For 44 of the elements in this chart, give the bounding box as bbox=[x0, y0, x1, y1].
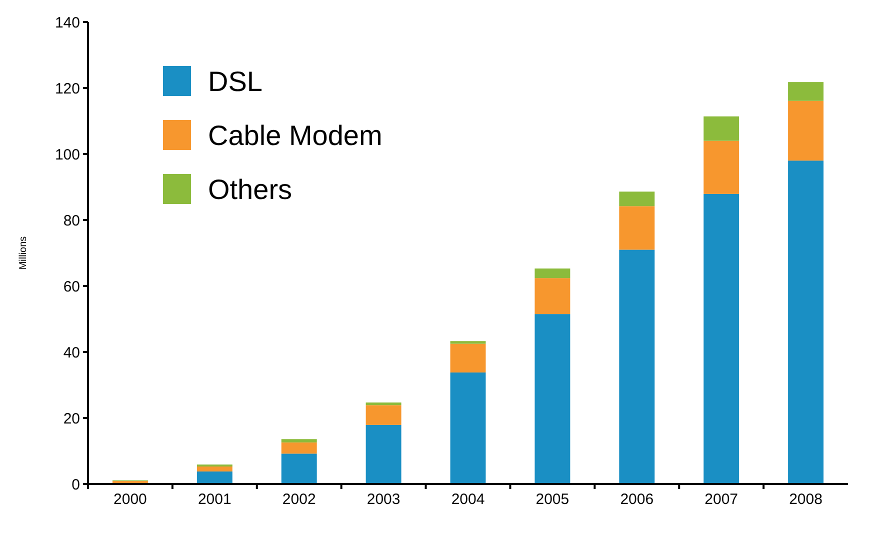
bar bbox=[281, 442, 317, 454]
bar bbox=[704, 194, 740, 484]
bar bbox=[450, 341, 486, 344]
y-tick-label: 100 bbox=[54, 146, 80, 164]
bar bbox=[366, 402, 402, 406]
bar bbox=[788, 82, 824, 101]
bar bbox=[534, 268, 570, 278]
x-tick-label: 2003 bbox=[366, 491, 400, 508]
bar bbox=[366, 405, 402, 425]
bar bbox=[450, 372, 486, 484]
x-tick-label: 2007 bbox=[704, 491, 738, 508]
y-tick-label: 60 bbox=[63, 278, 80, 296]
x-tick-label: 2000 bbox=[114, 491, 147, 508]
bar bbox=[704, 140, 740, 194]
y-tick-label: 40 bbox=[63, 344, 80, 362]
y-tick-label: 80 bbox=[63, 212, 80, 230]
bar bbox=[534, 278, 570, 314]
legend-label: DSL bbox=[208, 66, 262, 97]
bar bbox=[281, 454, 317, 484]
y-tick-label: 140 bbox=[54, 14, 80, 32]
y-tick-label: 120 bbox=[54, 80, 80, 98]
bar bbox=[619, 192, 655, 206]
x-tick-label: 2008 bbox=[789, 491, 822, 508]
bar bbox=[196, 471, 232, 484]
x-tick-label: 2006 bbox=[620, 491, 654, 508]
y-tick-label: 20 bbox=[63, 410, 80, 428]
bar bbox=[619, 250, 655, 484]
y-tick-label: 0 bbox=[72, 476, 80, 494]
bar bbox=[788, 160, 824, 484]
x-tick-label: 2005 bbox=[536, 491, 570, 508]
bar bbox=[534, 314, 570, 484]
x-tick-label: 2004 bbox=[451, 491, 485, 508]
bar bbox=[450, 344, 486, 372]
legend-label: Cable Modem bbox=[208, 120, 382, 151]
bar bbox=[788, 100, 824, 161]
y-axis-title: Millions bbox=[18, 236, 29, 270]
x-tick-label: 2002 bbox=[282, 491, 316, 508]
bar bbox=[704, 116, 740, 141]
bar bbox=[619, 206, 655, 250]
bar bbox=[196, 466, 232, 472]
bar bbox=[366, 424, 402, 484]
legend-label: Others bbox=[208, 174, 292, 205]
x-tick-label: 2001 bbox=[198, 491, 232, 508]
bar bbox=[281, 439, 317, 442]
